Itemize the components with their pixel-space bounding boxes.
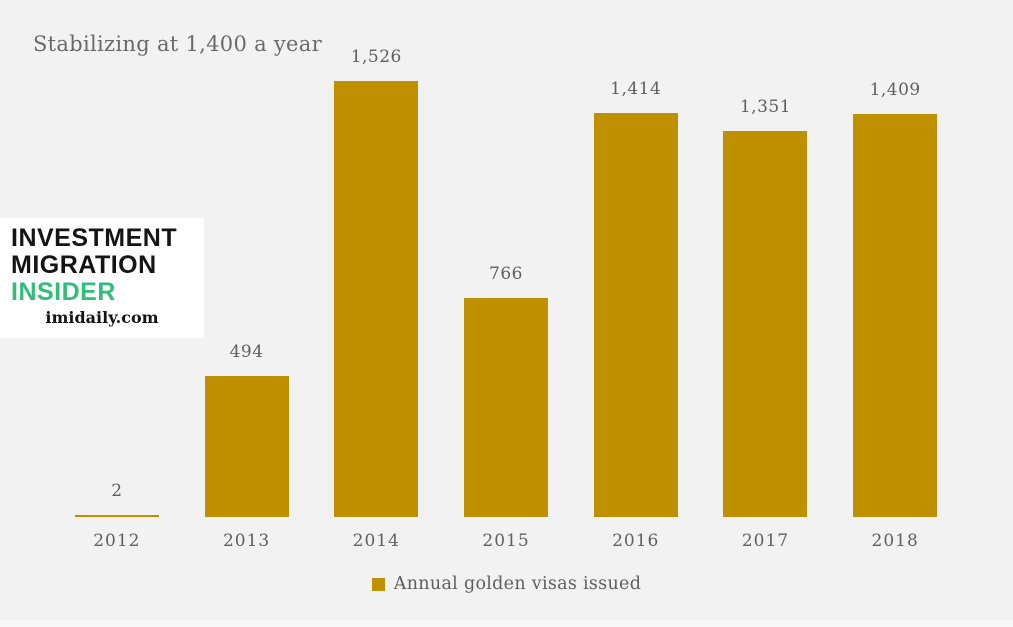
x-axis-label-2014: 2014: [352, 531, 400, 551]
logo-line-insider: INSIDER: [11, 278, 116, 306]
legend-swatch-icon: [371, 578, 385, 591]
bar-chart-plot-area: 2 2012 494 2013 1,526 2014 766 2015 1,414 2016 1,3…: [52, 0, 960, 552]
bar-value-label-2017: 1,351: [739, 97, 792, 117]
legend: Annual golden visas issued: [0, 574, 1013, 594]
x-axis-label-2016: 2016: [612, 531, 660, 551]
chart-title: Stabilizing at 1,400 a year: [33, 32, 322, 56]
bar-2017: [723, 131, 808, 517]
logo-wordmark: INVESTMENT MIGRATION INSIDER: [0, 218, 204, 306]
x-axis-label-2012: 2012: [93, 531, 141, 551]
bar-column-2016: 1,414 2016: [571, 0, 701, 552]
bar-2018: [853, 114, 938, 517]
bar-column-2014: 1,526 2014: [311, 0, 441, 552]
logo-line-migration: MIGRATION: [11, 251, 157, 279]
x-axis-label-2013: 2013: [222, 531, 271, 551]
bar-column-2012: 2 2012: [52, 0, 182, 552]
legend-label: Annual golden visas issued: [393, 574, 642, 594]
bar-value-label-2013: 494: [229, 342, 264, 362]
bar-2012: [74, 515, 159, 517]
imi-logo: INVESTMENT MIGRATION INSIDER imidaily.co…: [0, 218, 204, 338]
bar-2014: [334, 81, 419, 517]
bar-2013: [204, 376, 289, 517]
x-axis-label-2015: 2015: [482, 531, 530, 551]
bar-value-label-2015: 766: [489, 264, 523, 284]
bar-value-label-2018: 1,409: [869, 80, 921, 100]
bar-2015: [464, 298, 549, 517]
bar-2016: [593, 113, 678, 517]
bar-value-label-2012: 2: [111, 481, 123, 501]
bar-value-label-2014: 1,526: [350, 47, 402, 67]
bottom-strip: [0, 620, 1013, 627]
bar-column-2013: 494 2013: [182, 0, 312, 552]
x-axis-label-2018: 2018: [871, 531, 919, 551]
bar-column-2015: 766 2015: [441, 0, 571, 552]
bar-value-label-2016: 1,414: [610, 79, 662, 99]
bar-column-2017: 1,351 2017: [701, 0, 831, 552]
logo-website: imidaily.com: [45, 308, 159, 327]
bar-column-2018: 1,409 2018: [830, 0, 960, 552]
logo-line-investment: INVESTMENT: [11, 224, 178, 252]
x-axis-label-2017: 2017: [741, 531, 790, 551]
